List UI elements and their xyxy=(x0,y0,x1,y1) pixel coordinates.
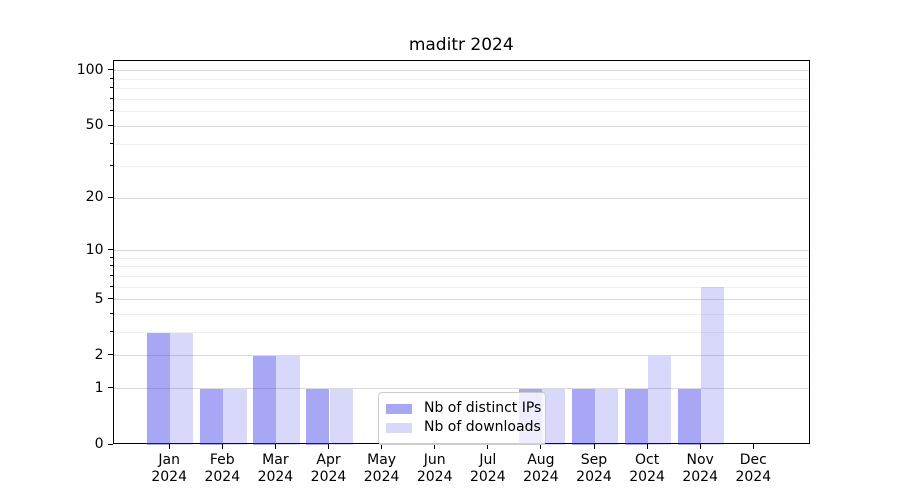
minor-gridline xyxy=(113,332,809,334)
y-minor-tick xyxy=(109,313,113,315)
x-tick xyxy=(328,444,329,449)
legend-row: Nb of distinct IPs xyxy=(386,400,541,417)
bar xyxy=(677,388,702,445)
chart-title: maditr 2024 xyxy=(408,35,514,55)
major-gridline xyxy=(113,125,809,127)
x-tick-label: Dec 2024 xyxy=(735,452,772,485)
y-minor-tick xyxy=(109,265,113,267)
legend-label: Nb of downloads xyxy=(424,419,541,435)
y-tick-label: 100 xyxy=(76,61,104,78)
minor-gridline xyxy=(113,78,809,80)
legend-swatch xyxy=(386,403,412,414)
y-minor-tick xyxy=(109,165,113,167)
x-tick-label: Jan 2024 xyxy=(151,452,187,485)
bar xyxy=(701,287,725,445)
bar xyxy=(200,388,224,445)
minor-gridline xyxy=(113,143,809,145)
bar xyxy=(571,388,595,445)
y-tick-label: 50 xyxy=(85,117,104,134)
x-tick-label: Feb 2024 xyxy=(204,452,241,485)
minor-gridline xyxy=(113,257,809,259)
x-tick-label: Jun 2024 xyxy=(416,452,453,485)
x-tick xyxy=(221,444,223,449)
bar xyxy=(329,388,353,445)
legend-label: Nb of distinct IPs xyxy=(424,400,542,416)
x-tick-label: Sep 2024 xyxy=(576,452,612,485)
bar xyxy=(648,355,672,445)
x-tick xyxy=(540,444,542,449)
x-tick-label: Nov 2024 xyxy=(682,452,718,485)
minor-gridline xyxy=(113,99,809,101)
legend: Nb of distinct IPs Nb of downloads xyxy=(378,392,546,445)
minor-gridline xyxy=(113,314,809,316)
y-tick-label: 10 xyxy=(85,241,104,258)
x-tick-label: Oct 2024 xyxy=(629,452,665,485)
bar xyxy=(276,355,300,445)
x-tick xyxy=(274,444,276,449)
y-tick xyxy=(107,298,113,300)
minor-gridline xyxy=(113,266,809,268)
bar xyxy=(624,388,649,445)
y-minor-tick xyxy=(109,256,113,258)
x-tick-label: Mar 2024 xyxy=(257,452,294,485)
x-tick-label: Apr 2024 xyxy=(310,452,347,485)
x-tick xyxy=(646,444,648,449)
bar xyxy=(306,388,330,445)
y-tick xyxy=(107,196,113,198)
x-tick xyxy=(168,444,170,449)
y-minor-tick xyxy=(109,142,113,144)
y-minor-tick xyxy=(109,285,113,287)
minor-gridline xyxy=(113,166,809,168)
bar xyxy=(541,388,566,445)
y-tick-label: 5 xyxy=(94,290,104,307)
bar xyxy=(223,388,247,445)
legend-row: Nb of downloads xyxy=(386,419,541,436)
minor-gridline xyxy=(113,286,809,288)
y-tick xyxy=(107,443,113,445)
y-minor-tick xyxy=(109,110,113,112)
y-minor-tick xyxy=(109,87,113,89)
x-tick xyxy=(487,444,489,449)
x-tick xyxy=(434,444,436,449)
y-tick xyxy=(107,124,113,126)
y-tick-label: 0 xyxy=(94,436,104,452)
x-tick-label: Jul 2024 xyxy=(469,452,506,485)
bar xyxy=(146,332,171,445)
major-gridline xyxy=(113,70,809,72)
bar xyxy=(170,332,194,445)
major-gridline xyxy=(113,388,809,390)
minor-gridline xyxy=(113,275,809,277)
y-tick-label: 1 xyxy=(94,379,104,396)
legend-swatch xyxy=(386,422,412,433)
x-tick xyxy=(699,444,701,449)
minor-gridline xyxy=(113,111,809,113)
y-minor-tick xyxy=(109,98,113,100)
x-tick xyxy=(593,444,595,449)
y-tick xyxy=(107,69,113,71)
major-gridline xyxy=(113,299,809,301)
y-tick xyxy=(107,249,113,251)
plot-area xyxy=(112,60,810,445)
y-tick xyxy=(107,354,113,356)
x-tick xyxy=(381,444,383,449)
bar xyxy=(595,388,619,445)
y-minor-tick xyxy=(109,77,113,79)
major-gridline xyxy=(113,250,809,252)
major-gridline xyxy=(113,197,809,199)
y-tick xyxy=(107,387,113,389)
x-tick xyxy=(752,444,754,449)
y-tick-label: 20 xyxy=(85,189,104,206)
y-minor-tick xyxy=(109,274,113,276)
x-tick-label: Aug 2024 xyxy=(523,452,559,485)
bar xyxy=(253,355,277,445)
y-tick-label: 2 xyxy=(94,346,104,363)
minor-gridline xyxy=(113,88,809,90)
major-gridline xyxy=(113,355,809,357)
y-minor-tick xyxy=(109,331,113,333)
x-tick-label: May 2024 xyxy=(363,452,400,485)
